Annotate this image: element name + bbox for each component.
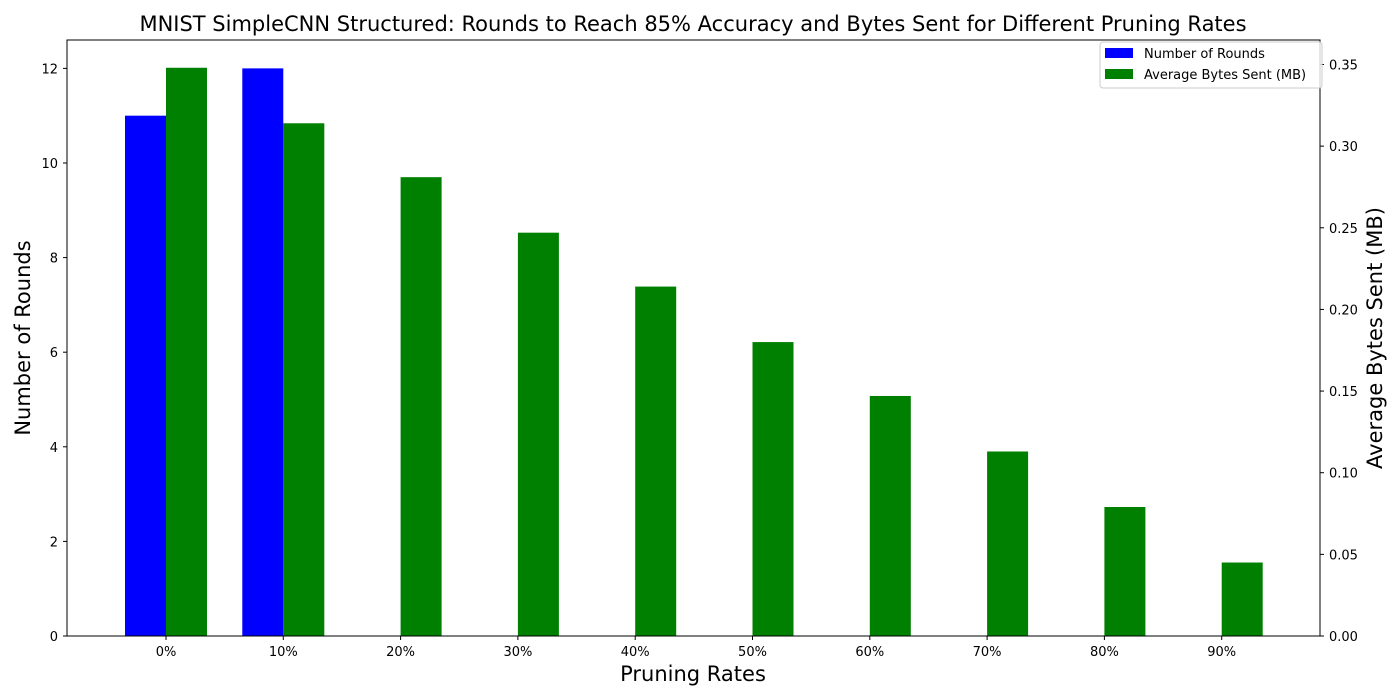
bar-bytes-4 — [635, 286, 677, 636]
x-tick-label: 30% — [503, 645, 532, 660]
bar-bytes-5 — [752, 342, 794, 636]
right-tick-label: 0.30 — [1329, 140, 1358, 155]
chart-title: MNIST SimpleCNN Structured: Rounds to Re… — [139, 12, 1246, 36]
legend: Number of Rounds Average Bytes Sent (MB) — [1099, 41, 1323, 89]
right-tick-label: 0.35 — [1329, 58, 1358, 73]
legend-label-bytes: Average Bytes Sent (MB) — [1144, 68, 1306, 83]
x-axis-label: Pruning Rates — [620, 662, 766, 686]
bar-rounds-1 — [242, 68, 284, 636]
right-tick-label: 0.05 — [1329, 548, 1358, 563]
legend-swatch-bytes — [1105, 69, 1133, 79]
left-axis-label: Number of Rounds — [11, 240, 35, 435]
legend-swatch-rounds — [1105, 48, 1133, 58]
x-tick-label: 40% — [621, 645, 650, 660]
bar-bytes-2 — [400, 177, 442, 637]
x-tick-label: 90% — [1207, 645, 1236, 660]
bar-bytes-3 — [517, 232, 559, 637]
right-tick-label: 0.25 — [1329, 222, 1358, 237]
plot-frame — [66, 39, 1321, 637]
x-tick-label: 10% — [269, 645, 298, 660]
x-tick-label: 70% — [973, 645, 1002, 660]
right-tick-label: 0.15 — [1329, 385, 1358, 400]
bars-layer — [125, 67, 1263, 637]
bar-bytes-1 — [283, 123, 325, 636]
legend-box — [1099, 41, 1323, 89]
right-tick-label: 0.20 — [1329, 303, 1358, 318]
left-tick-label: 4 — [50, 441, 58, 456]
x-tick-label: 20% — [386, 645, 415, 660]
left-tick-label: 10 — [41, 157, 58, 172]
x-tick-label: 80% — [1090, 645, 1119, 660]
bar-bytes-9 — [1221, 562, 1263, 636]
x-axis-ticks: 0% 10% 20% 30% 40% 50% 60% 70% 80% 90% — [156, 636, 1236, 660]
x-tick-label: 60% — [855, 645, 884, 660]
left-tick-label: 12 — [41, 62, 58, 77]
right-tick-label: 0.00 — [1329, 630, 1358, 645]
bar-rounds-0 — [125, 115, 166, 636]
left-tick-label: 8 — [50, 252, 58, 267]
bar-bytes-6 — [869, 395, 911, 636]
x-tick-label: 50% — [738, 645, 767, 660]
right-axis-ticks: 0.00 0.05 0.10 0.15 0.20 0.25 0.30 0.35 — [1320, 58, 1358, 645]
right-axis-label: Average Bytes Sent (MB) — [1363, 207, 1387, 469]
legend-label-rounds: Number of Rounds — [1144, 47, 1265, 62]
bar-bytes-0 — [166, 67, 207, 636]
x-tick-label: 0% — [156, 645, 177, 660]
bar-bytes-8 — [1104, 507, 1146, 636]
right-tick-label: 0.10 — [1329, 467, 1358, 482]
left-axis-ticks: 0 2 4 6 8 10 12 — [41, 62, 67, 645]
bar-bytes-7 — [987, 451, 1029, 636]
left-tick-label: 6 — [50, 346, 58, 361]
left-tick-label: 0 — [50, 630, 58, 645]
left-tick-label: 2 — [50, 535, 58, 550]
